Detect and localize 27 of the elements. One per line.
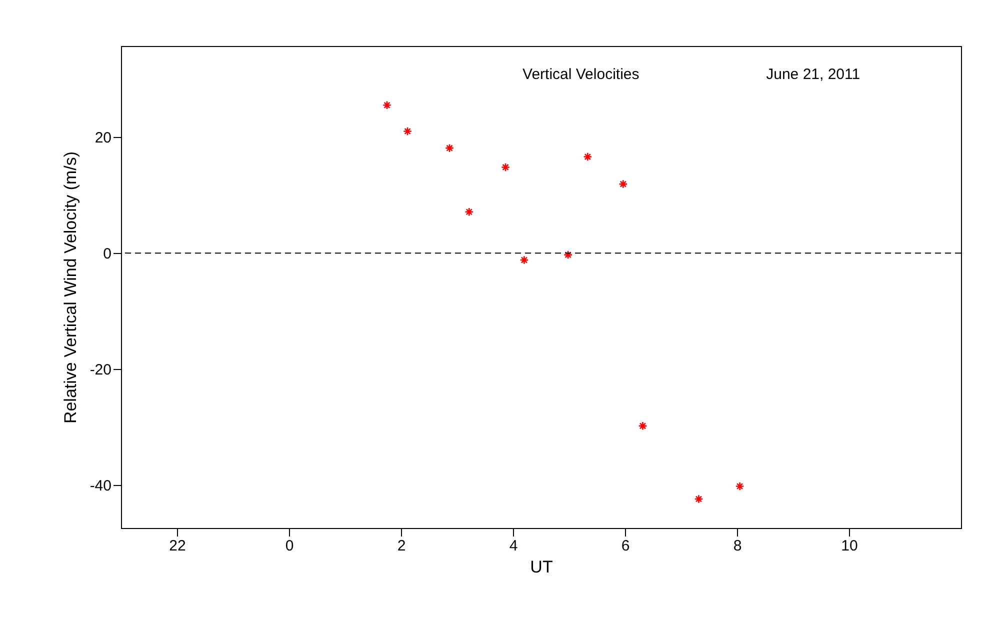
- y-tick-label: 20: [94, 130, 112, 147]
- x-axis-title: UT: [530, 558, 553, 576]
- point: [638, 421, 648, 430]
- y-tick-label: 0: [103, 246, 112, 263]
- annotation: June 21, 2011: [766, 66, 860, 83]
- point: [583, 152, 592, 162]
- point: [445, 144, 454, 153]
- y-tick-label: -20: [90, 362, 112, 379]
- point: [501, 162, 510, 172]
- x-tick-label: 4: [509, 538, 518, 554]
- point: [735, 482, 744, 491]
- point: [564, 250, 573, 260]
- x-tick-label: 10: [841, 538, 858, 554]
- point: [694, 494, 704, 504]
- point: [520, 256, 529, 265]
- annotation: Vertical Velocities: [522, 66, 640, 83]
- x-tick-label: 22: [169, 538, 186, 554]
- point: [382, 100, 392, 110]
- x-tick-label: 8: [733, 538, 742, 554]
- y-tick-label: -40: [90, 478, 112, 495]
- x-tick-label: 2: [397, 538, 406, 554]
- point: [618, 180, 628, 189]
- point: [464, 207, 474, 216]
- point: [403, 126, 412, 136]
- y-axis-title: Relative Vertical Wind Velocity (m/s): [60, 151, 80, 424]
- x-tick-label: 6: [621, 538, 630, 554]
- x-tick-label: 0: [285, 538, 294, 554]
